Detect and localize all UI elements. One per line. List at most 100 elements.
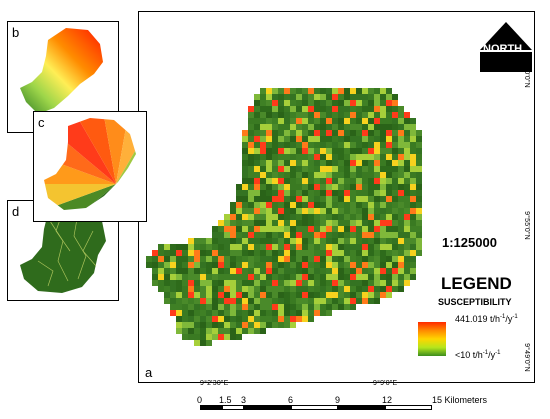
grid-cell <box>350 262 356 268</box>
grid-cell <box>416 130 422 136</box>
grid-cell <box>284 238 290 244</box>
grid-cell <box>188 262 194 268</box>
grid-cell <box>248 178 254 184</box>
grid-cell <box>332 292 338 298</box>
grid-cell <box>218 226 224 232</box>
grid-cell <box>158 286 164 292</box>
grid-cell <box>242 226 248 232</box>
grid-cell <box>332 100 338 106</box>
grid-cell <box>374 274 380 280</box>
grid-cell <box>314 196 320 202</box>
grid-cell <box>194 328 200 334</box>
grid-cell <box>266 136 272 142</box>
grid-cell <box>404 256 410 262</box>
grid-cell <box>362 286 368 292</box>
grid-cell <box>290 298 296 304</box>
grid-cell <box>362 226 368 232</box>
grid-cell <box>410 202 416 208</box>
inset-c-map <box>44 118 136 210</box>
grid-cell <box>368 178 374 184</box>
grid-cell <box>392 214 398 220</box>
grid-cell <box>374 250 380 256</box>
grid-cell <box>176 244 182 250</box>
grid-cell <box>194 334 200 340</box>
grid-cell <box>344 184 350 190</box>
grid-cell <box>338 226 344 232</box>
grid-cell <box>416 238 422 244</box>
grid-cell <box>182 268 188 274</box>
grid-cell <box>392 136 398 142</box>
grid-cell <box>398 160 404 166</box>
grid-cell <box>404 214 410 220</box>
grid-cell <box>404 190 410 196</box>
grid-cell <box>194 268 200 274</box>
grid-cell <box>338 88 344 94</box>
grid-cell <box>266 304 272 310</box>
grid-cell <box>332 136 338 142</box>
grid-cell <box>308 208 314 214</box>
grid-cell <box>374 118 380 124</box>
grid-cell <box>398 130 404 136</box>
grid-cell <box>278 124 284 130</box>
grid-cell <box>230 220 236 226</box>
inset-c-sector <box>44 118 116 184</box>
grid-cell <box>350 172 356 178</box>
grid-cell <box>374 262 380 268</box>
grid-cell <box>302 256 308 262</box>
grid-cell <box>362 94 368 100</box>
grid-cell <box>266 142 272 148</box>
grid-cell <box>242 304 248 310</box>
grid-cell <box>296 196 302 202</box>
grid-cell <box>296 262 302 268</box>
grid-cell <box>236 196 242 202</box>
grid-cell <box>266 292 272 298</box>
grid-cell <box>314 298 320 304</box>
grid-cell <box>242 310 248 316</box>
grid-cell <box>380 160 386 166</box>
grid-cell <box>290 316 296 322</box>
grid-cell <box>326 100 332 106</box>
grid-cell <box>212 274 218 280</box>
grid-cell <box>374 202 380 208</box>
grid-cell <box>266 244 272 250</box>
grid-cell <box>350 250 356 256</box>
grid-cell <box>350 142 356 148</box>
grid-cell <box>308 100 314 106</box>
grid-cell <box>284 202 290 208</box>
grid-cell <box>296 250 302 256</box>
grid-cell <box>314 262 320 268</box>
grid-cell <box>344 88 350 94</box>
grid-cell <box>332 262 338 268</box>
grid-cell <box>374 238 380 244</box>
grid-cell <box>290 196 296 202</box>
grid-cell <box>404 226 410 232</box>
grid-cell <box>200 262 206 268</box>
grid-cell <box>362 130 368 136</box>
grid-cell <box>392 286 398 292</box>
grid-cell <box>404 220 410 226</box>
grid-cell <box>362 184 368 190</box>
grid-cell <box>332 298 338 304</box>
grid-cell <box>374 142 380 148</box>
grid-cell <box>260 322 266 328</box>
grid-cell <box>308 232 314 238</box>
grid-cell <box>398 238 404 244</box>
grid-cell <box>242 328 248 334</box>
grid-cell <box>362 202 368 208</box>
grid-cell <box>152 262 158 268</box>
grid-cell <box>254 196 260 202</box>
grid-cell <box>374 154 380 160</box>
grid-cell <box>314 148 320 154</box>
grid-cell <box>314 100 320 106</box>
grid-cell <box>254 148 260 154</box>
grid-cell <box>182 256 188 262</box>
grid-cell <box>260 142 266 148</box>
grid-cell <box>332 250 338 256</box>
coord-right-middle: 9°55'0"N <box>522 211 530 240</box>
grid-cell <box>230 274 236 280</box>
grid-cell <box>386 238 392 244</box>
grid-cell <box>278 214 284 220</box>
grid-cell <box>308 172 314 178</box>
grid-cell <box>374 292 380 298</box>
grid-cell <box>386 172 392 178</box>
